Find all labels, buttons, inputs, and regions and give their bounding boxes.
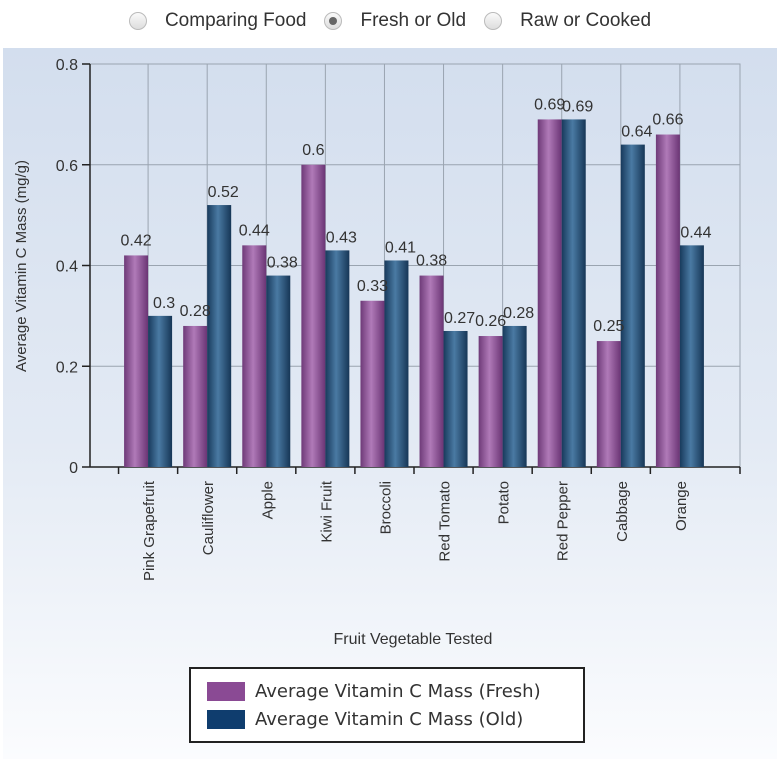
data-label-fresh: 0.38 bbox=[416, 253, 447, 270]
bar-old bbox=[679, 245, 704, 467]
data-label-old: 0.52 bbox=[208, 184, 239, 201]
bar-old bbox=[561, 119, 586, 467]
data-label-old: 0.64 bbox=[621, 124, 652, 141]
data-label-old: 0.27 bbox=[444, 310, 475, 327]
x-tick-label: Cabbage bbox=[614, 481, 631, 542]
x-tick-label: Kiwi Fruit bbox=[318, 480, 335, 543]
bar-old bbox=[325, 250, 350, 467]
data-label-fresh: 0.28 bbox=[180, 303, 211, 320]
bar-fresh bbox=[537, 119, 562, 467]
x-tick-label: Broccoli bbox=[377, 481, 394, 534]
y-tick-label: 0 bbox=[69, 460, 78, 477]
bar-fresh bbox=[596, 341, 621, 467]
bar-old bbox=[266, 275, 291, 467]
data-label-fresh: 0.42 bbox=[121, 232, 152, 249]
radio-button-selected-icon[interactable] bbox=[324, 12, 343, 30]
bar-old bbox=[620, 144, 645, 467]
x-axis-label: Fruit Vegetable Tested bbox=[334, 631, 493, 648]
legend-label: Average Vitamin C Mass (Fresh) bbox=[255, 680, 541, 702]
data-label-old: 0.43 bbox=[326, 229, 357, 246]
radio-label: Fresh or Old bbox=[360, 10, 467, 31]
data-label-old: 0.44 bbox=[680, 224, 711, 241]
bar-fresh bbox=[242, 245, 267, 467]
y-axis-label: Average Vitamin C Mass (mg/g) bbox=[13, 160, 30, 372]
data-label-old: 0.38 bbox=[267, 255, 298, 272]
legend: Average Vitamin C Mass (Fresh) Average V… bbox=[189, 667, 585, 743]
x-tick-label: Red Pepper bbox=[555, 481, 572, 561]
view-selector: Comparing Food Fresh or Old Raw or Cooke… bbox=[0, 0, 780, 42]
data-label-fresh: 0.69 bbox=[534, 96, 565, 113]
data-label-fresh: 0.44 bbox=[239, 222, 270, 239]
radio-comparing-food[interactable]: Comparing Food bbox=[128, 10, 307, 32]
x-tick-label: Cauliflower bbox=[200, 481, 217, 555]
y-tick-label: 0.2 bbox=[56, 359, 78, 376]
x-tick-label: Red Tomato bbox=[437, 481, 454, 562]
bar-fresh bbox=[360, 300, 385, 467]
bar-fresh bbox=[301, 164, 326, 467]
bar-fresh bbox=[183, 325, 208, 467]
data-label-fresh: 0.26 bbox=[475, 313, 506, 330]
radio-button-icon[interactable] bbox=[484, 12, 503, 30]
data-label-old: 0.41 bbox=[385, 239, 416, 256]
bar-fresh bbox=[419, 275, 444, 467]
y-tick-label: 0.8 bbox=[56, 57, 78, 74]
bar-fresh bbox=[478, 336, 503, 467]
y-tick-label: 0.6 bbox=[56, 158, 78, 175]
bar-old bbox=[384, 260, 409, 467]
data-label-fresh: 0.25 bbox=[593, 318, 624, 335]
data-label-fresh: 0.33 bbox=[357, 278, 388, 295]
legend-item-fresh: Average Vitamin C Mass (Fresh) bbox=[207, 677, 583, 705]
y-tick-label: 0.4 bbox=[56, 259, 78, 276]
x-tick-label: Pink Grapefruit bbox=[141, 480, 158, 581]
legend-swatch bbox=[207, 709, 245, 729]
legend-item-old: Average Vitamin C Mass (Old) bbox=[207, 705, 583, 733]
x-tick-label: Potato bbox=[496, 481, 513, 524]
radio-label: Comparing Food bbox=[164, 10, 307, 31]
bar-fresh bbox=[655, 134, 680, 467]
data-label-old: 0.3 bbox=[153, 295, 175, 312]
legend-swatch bbox=[207, 681, 245, 701]
radio-label: Raw or Cooked bbox=[520, 10, 652, 31]
x-tick-label: Orange bbox=[673, 481, 690, 531]
data-label-fresh: 0.66 bbox=[652, 112, 683, 129]
bar-old bbox=[443, 330, 468, 467]
bar-old bbox=[148, 315, 173, 467]
data-label-old: 0.28 bbox=[503, 305, 534, 322]
bar-fresh bbox=[124, 255, 149, 467]
bar-old bbox=[207, 205, 232, 468]
x-tick-label: Apple bbox=[259, 481, 276, 519]
data-label-old: 0.69 bbox=[562, 98, 593, 115]
data-label-fresh: 0.6 bbox=[302, 142, 324, 159]
radio-raw-or-cooked[interactable]: Raw or Cooked bbox=[484, 10, 651, 32]
bar-old bbox=[502, 325, 527, 467]
legend-label: Average Vitamin C Mass (Old) bbox=[255, 708, 524, 730]
radio-fresh-or-old[interactable]: Fresh or Old bbox=[324, 10, 466, 32]
radio-button-icon[interactable] bbox=[128, 12, 147, 30]
